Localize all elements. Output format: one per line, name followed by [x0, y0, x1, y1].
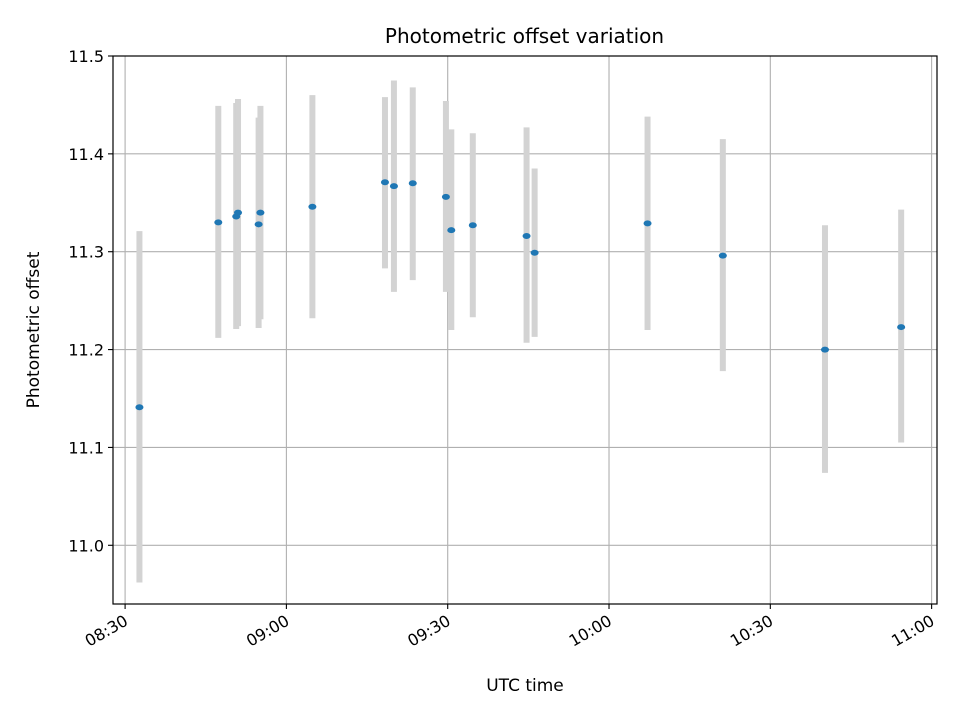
data-point	[135, 404, 144, 411]
y-tick-label: 11.5	[68, 47, 104, 66]
data-point	[718, 252, 727, 259]
tick-layer: 08:30 09:00 09:30 10:00 10:30 11:00 11.0 11.1 11…	[68, 47, 937, 651]
x-tick-label: 09:30	[404, 611, 453, 651]
chart-title: Photometric offset variation	[385, 24, 664, 48]
y-tick-label: 11.4	[68, 145, 104, 164]
x-tick-label: 10:30	[727, 611, 776, 651]
x-axis-label: UTC time	[486, 676, 564, 696]
y-tick-label: 11.3	[68, 243, 104, 262]
data-point	[408, 180, 417, 187]
point-layer	[135, 179, 906, 411]
data-point	[897, 324, 906, 331]
x-tick-label: 11:00	[888, 611, 937, 651]
data-point	[308, 203, 317, 210]
data-point	[256, 209, 265, 216]
data-point	[468, 222, 477, 229]
plot-frame	[112, 55, 938, 605]
x-tick-label: 09:00	[243, 611, 292, 651]
data-point	[389, 183, 398, 190]
data-point	[530, 249, 539, 256]
y-tick-label: 11.2	[68, 341, 104, 360]
errorbar-layer	[136, 80, 905, 583]
y-axis-label: Photometric offset	[24, 251, 44, 408]
data-point	[447, 227, 456, 234]
data-point	[441, 193, 450, 200]
data-point	[643, 220, 652, 227]
data-point	[254, 221, 263, 228]
data-point	[214, 219, 223, 226]
data-point	[380, 179, 389, 186]
x-tick-label: 08:30	[82, 611, 131, 651]
data-point	[522, 233, 531, 240]
data-point	[234, 209, 243, 216]
x-tick-label: 10:00	[566, 611, 615, 651]
y-tick-label: 11.0	[68, 536, 104, 555]
data-point	[820, 346, 829, 353]
y-tick-label: 11.1	[68, 438, 104, 457]
